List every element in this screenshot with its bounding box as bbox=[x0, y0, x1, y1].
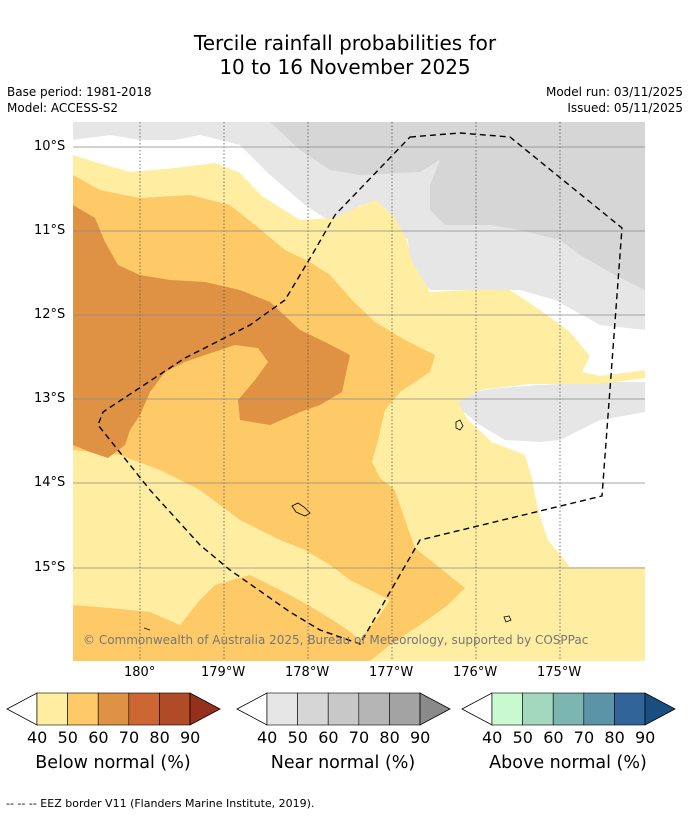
colorbar-tick-label: 70 bbox=[573, 728, 595, 747]
copyright-notice: © Commonwealth of Australia 2025, Bureau… bbox=[83, 633, 589, 647]
lat-tick: 12°S bbox=[34, 307, 66, 322]
island-outline bbox=[291, 502, 311, 517]
colorbar-segment bbox=[128, 692, 160, 726]
colorbar-tick-label: 70 bbox=[118, 728, 140, 747]
colorbar-near-normal bbox=[236, 692, 451, 726]
colorbar-tick-label: 60 bbox=[318, 728, 339, 747]
colorbar-segment bbox=[522, 692, 554, 726]
lon-tick: 179°W bbox=[201, 665, 246, 680]
colorbar-tick-label: 40 bbox=[257, 728, 278, 747]
colorbar-tick-label: 60 bbox=[543, 728, 564, 747]
below-normal-60-region bbox=[73, 205, 350, 458]
colorbar-segment bbox=[159, 692, 191, 726]
colorbar-segment bbox=[97, 692, 130, 726]
colorbar-segment bbox=[327, 692, 360, 726]
colorbars bbox=[6, 692, 676, 726]
title-line-2: 10 to 16 November 2025 bbox=[219, 55, 471, 79]
colorbar-segment bbox=[297, 692, 329, 726]
lon-tick: 177°W bbox=[369, 665, 414, 680]
eez-footnote: -- -- -- EEZ border V11 (Flanders Marine… bbox=[6, 797, 315, 810]
colorbar-segment bbox=[583, 692, 615, 726]
colorbar-label-near: Near normal (%) bbox=[270, 753, 416, 773]
base-period: Base period: 1981-2018 bbox=[7, 85, 152, 99]
colorbar-arrow-low bbox=[461, 692, 493, 726]
forecast-map bbox=[73, 122, 645, 661]
colorbar-tick-label: 80 bbox=[149, 728, 170, 747]
colorbar-tick-label: 70 bbox=[348, 728, 370, 747]
colorbar-segment bbox=[266, 692, 298, 726]
colorbar-segment bbox=[491, 692, 523, 726]
latitude-gridlines bbox=[73, 146, 645, 569]
colorbar-tick-label: 50 bbox=[57, 728, 78, 747]
island-outline bbox=[503, 615, 512, 623]
colorbar-tick-label: 40 bbox=[27, 728, 48, 747]
colorbar-segment bbox=[389, 692, 421, 726]
lat-tick: 15°S bbox=[34, 560, 66, 575]
lat-tick: 13°S bbox=[34, 391, 66, 406]
colorbar-above-normal bbox=[461, 692, 676, 726]
colorbar-tick-label: 50 bbox=[512, 728, 533, 747]
near-normal-patch-south bbox=[455, 382, 645, 442]
lat-tick: 11°S bbox=[34, 223, 66, 238]
colorbar-arrow-low bbox=[6, 692, 38, 726]
colorbar-arrow-high bbox=[419, 692, 451, 726]
colorbar-tick-label: 80 bbox=[604, 728, 625, 747]
title-line-1: Tercile rainfall probabilities for bbox=[193, 31, 497, 55]
colorbar-segment bbox=[358, 692, 390, 726]
colorbar-segment bbox=[614, 692, 646, 726]
colorbar-tick-label: 90 bbox=[410, 728, 431, 747]
lat-tick: 14°S bbox=[34, 475, 66, 490]
colorbar-segment bbox=[552, 692, 585, 726]
model-name: Model: ACCESS-S2 bbox=[7, 101, 119, 115]
colorbar-below-normal bbox=[6, 692, 221, 726]
colorbar-arrow-low bbox=[236, 692, 268, 726]
lon-tick: 178°W bbox=[285, 665, 330, 680]
colorbar-tick-label: 90 bbox=[635, 728, 656, 747]
colorbar-label-below: Below normal (%) bbox=[35, 753, 191, 773]
lon-tick: 175°W bbox=[537, 665, 582, 680]
colorbar-tick-label: 80 bbox=[379, 728, 400, 747]
eez-border bbox=[97, 132, 623, 645]
colorbar-segment bbox=[67, 692, 99, 726]
model-run: Model run: 03/11/2025 bbox=[545, 85, 683, 99]
island-outline bbox=[143, 627, 151, 631]
lon-tick: 180° bbox=[124, 665, 156, 680]
lon-tick: 176°W bbox=[453, 665, 498, 680]
island-outline bbox=[455, 419, 464, 431]
lat-tick: 10°S bbox=[34, 139, 66, 154]
colorbar-label-above: Above normal (%) bbox=[489, 753, 647, 773]
colorbar-tick-label: 40 bbox=[482, 728, 503, 747]
issued-date: Issued: 05/11/2025 bbox=[567, 101, 683, 115]
colorbar-tick-label: 60 bbox=[88, 728, 109, 747]
near-normal-50-region bbox=[270, 122, 645, 290]
colorbar-arrow-high bbox=[644, 692, 676, 726]
colorbar-tick-label: 50 bbox=[287, 728, 308, 747]
longitude-gridlines bbox=[139, 122, 561, 661]
colorbar-segment bbox=[36, 692, 68, 726]
colorbar-arrow-high bbox=[189, 692, 221, 726]
colorbar-tick-label: 90 bbox=[180, 728, 201, 747]
